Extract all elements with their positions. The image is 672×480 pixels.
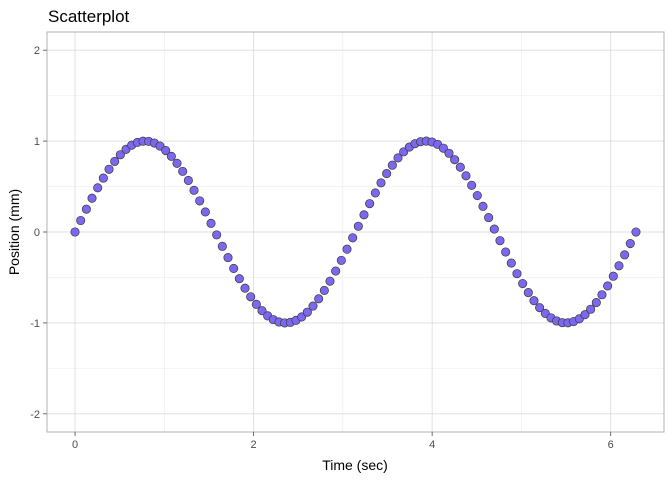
data-point bbox=[461, 171, 471, 181]
axis-ticks: 0 2 4 6 -2 -1 0 1 2 bbox=[30, 45, 614, 451]
y-axis-label: Position (mm) bbox=[6, 189, 22, 275]
data-point bbox=[246, 292, 256, 302]
data-point bbox=[342, 244, 352, 254]
data-point bbox=[189, 185, 199, 195]
data-point bbox=[495, 236, 505, 246]
chart-title: Scatterplot bbox=[48, 7, 130, 26]
data-point bbox=[217, 241, 227, 251]
data-point bbox=[608, 271, 618, 281]
y-tick-label: -1 bbox=[30, 318, 40, 330]
data-point bbox=[314, 294, 324, 304]
data-point bbox=[319, 285, 329, 295]
data-point bbox=[104, 164, 114, 174]
x-tick-label: 4 bbox=[429, 439, 435, 451]
data-point bbox=[631, 227, 641, 237]
data-point bbox=[336, 255, 346, 265]
data-point bbox=[603, 281, 613, 291]
data-point bbox=[484, 213, 494, 223]
data-point bbox=[370, 188, 380, 198]
data-point bbox=[512, 269, 522, 279]
data-point bbox=[387, 160, 397, 170]
data-point bbox=[591, 298, 601, 308]
data-point bbox=[257, 306, 267, 316]
y-tick-label: 0 bbox=[34, 227, 40, 239]
data-point bbox=[172, 158, 182, 168]
data-point bbox=[251, 299, 261, 309]
minor-gridlines bbox=[47, 32, 664, 432]
data-point bbox=[506, 258, 516, 268]
data-point bbox=[472, 190, 482, 201]
data-point bbox=[110, 156, 120, 166]
data-point bbox=[115, 150, 125, 160]
data-point bbox=[223, 253, 233, 263]
data-point bbox=[195, 196, 205, 206]
data-point bbox=[586, 304, 596, 314]
x-tick-label: 2 bbox=[251, 439, 257, 451]
data-point bbox=[81, 204, 91, 214]
data-point bbox=[353, 221, 363, 231]
x-tick-label: 6 bbox=[608, 439, 614, 451]
data-point bbox=[302, 307, 312, 317]
data-point bbox=[518, 278, 528, 289]
data-point bbox=[467, 180, 477, 190]
data-point bbox=[382, 169, 392, 179]
data-point bbox=[501, 247, 511, 257]
data-point bbox=[625, 238, 635, 249]
data-point bbox=[240, 283, 250, 293]
data-point bbox=[359, 210, 369, 220]
data-points bbox=[70, 136, 641, 328]
data-point bbox=[234, 274, 244, 284]
data-point bbox=[212, 230, 222, 240]
data-point bbox=[229, 263, 239, 273]
data-point bbox=[535, 303, 545, 313]
y-tick-label: -2 bbox=[30, 409, 40, 421]
data-point bbox=[478, 201, 488, 211]
data-point bbox=[393, 153, 403, 163]
data-point bbox=[438, 143, 448, 153]
data-point bbox=[580, 310, 590, 320]
data-point bbox=[87, 193, 97, 203]
x-tick-label: 0 bbox=[72, 439, 78, 451]
data-point bbox=[166, 151, 176, 161]
data-point bbox=[523, 288, 533, 298]
data-point bbox=[161, 145, 171, 156]
data-point bbox=[331, 266, 341, 276]
data-point bbox=[178, 166, 188, 176]
y-tick-label: 1 bbox=[34, 136, 40, 148]
data-point bbox=[206, 218, 216, 228]
data-point bbox=[308, 301, 318, 311]
major-gridlines bbox=[47, 32, 664, 432]
data-point bbox=[98, 173, 108, 183]
data-point bbox=[93, 183, 103, 193]
y-tick-label: 2 bbox=[34, 45, 40, 57]
data-point bbox=[620, 250, 630, 260]
data-point bbox=[614, 261, 624, 271]
data-point bbox=[200, 207, 210, 217]
data-point bbox=[70, 227, 80, 237]
data-point bbox=[529, 296, 539, 306]
x-axis-label: Time (sec) bbox=[322, 457, 388, 473]
data-point bbox=[489, 224, 499, 234]
data-point bbox=[597, 290, 607, 300]
data-point bbox=[444, 148, 454, 158]
data-point bbox=[450, 155, 460, 165]
data-point bbox=[455, 162, 465, 172]
data-point bbox=[365, 199, 375, 209]
data-point bbox=[376, 178, 386, 188]
data-point bbox=[76, 215, 86, 226]
data-point bbox=[183, 175, 193, 185]
data-point bbox=[325, 276, 335, 286]
data-point bbox=[348, 233, 358, 243]
